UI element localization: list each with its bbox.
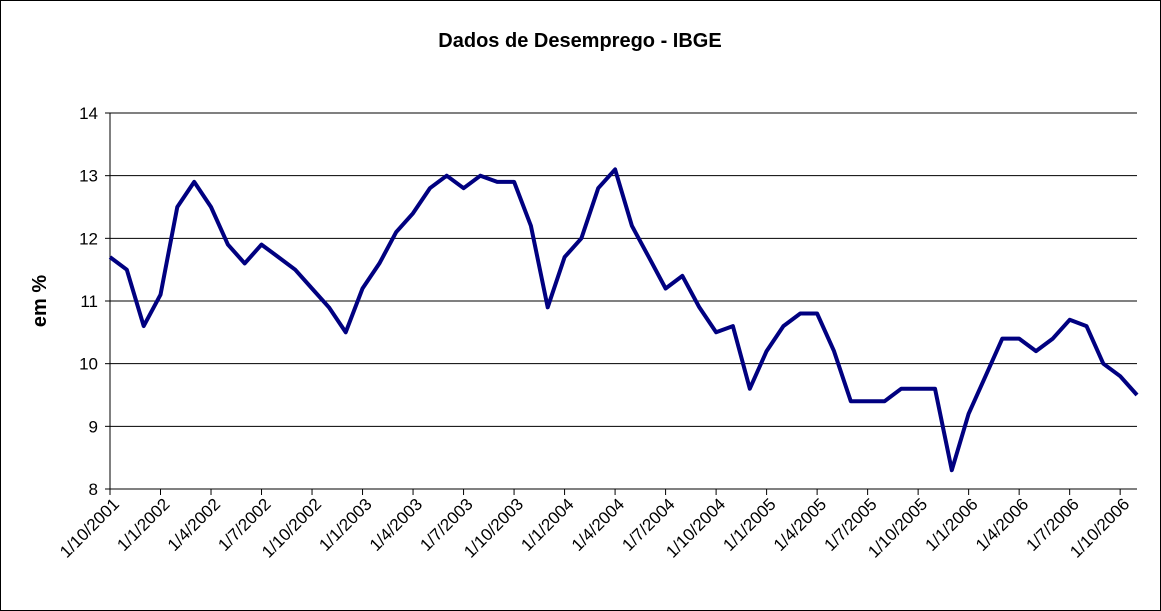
y-tick-label: 14 bbox=[79, 104, 98, 123]
y-tick-label: 8 bbox=[89, 480, 98, 499]
y-tick-label: 12 bbox=[79, 229, 98, 248]
y-axis-title: em % bbox=[29, 275, 51, 327]
y-tick-label: 10 bbox=[79, 355, 98, 374]
y-tick-label: 13 bbox=[79, 167, 98, 186]
y-tick-label: 11 bbox=[80, 292, 98, 311]
data-line bbox=[108, 167, 1139, 473]
y-tick-label: 9 bbox=[89, 417, 98, 436]
chart-title: Dados de Desemprego - IBGE bbox=[438, 30, 721, 52]
